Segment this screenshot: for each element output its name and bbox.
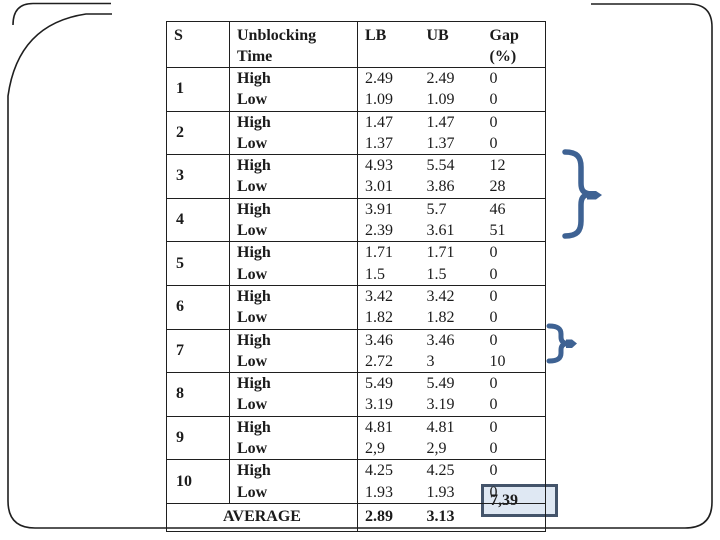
time-level-high: High <box>237 462 271 480</box>
unblocking-time-cell: High Low <box>229 372 358 417</box>
time-level-high: High <box>237 113 271 131</box>
average-row: AVERAGE 2.89 3.13 <box>166 503 546 532</box>
unblocking-time-cell: High Low <box>229 154 358 199</box>
ub-cell: 5.54 3.86 <box>426 157 455 196</box>
unblocking-time-cell: High Low <box>229 111 358 155</box>
scenario-number: 7 <box>166 329 230 373</box>
lb-cell: 4.81 2,9 <box>365 418 393 458</box>
ub-cell: 3.46 3 <box>426 331 455 370</box>
gap-cell: 12 28 <box>489 157 506 196</box>
header-unblocking-time: Unblocking Time <box>229 21 358 68</box>
average-ub: 3.13 <box>426 508 455 526</box>
small-brace-row-7 <box>546 323 568 364</box>
header-s: S <box>166 21 230 68</box>
ub-cell: 5.7 3.61 <box>426 200 455 240</box>
scenario-number: 1 <box>166 67 230 112</box>
lb-cell: 2.49 1.09 <box>365 70 393 109</box>
scenario-number: 9 <box>166 416 230 460</box>
results-table: S Unblocking Time LB UB Gap (%) 1 High L… <box>166 21 546 532</box>
scenario-number: 2 <box>166 111 230 155</box>
table-row: 4 High Low 3.91 2.39 5.7 3.61 46 51 <box>166 198 546 242</box>
time-level-low: Low <box>237 396 268 414</box>
header-ub: UB <box>426 27 449 44</box>
scenario-number: 3 <box>166 154 230 199</box>
time-level-low: Low <box>237 222 268 240</box>
time-level-high: High <box>237 418 271 436</box>
average-lb: 2.89 <box>365 508 393 526</box>
time-level-high: High <box>237 331 271 349</box>
time-level-low: Low <box>237 440 268 458</box>
unblocking-time-cell: High Low <box>229 241 358 286</box>
average-label: AVERAGE <box>166 503 358 532</box>
time-level-low: Low <box>237 352 268 370</box>
lb-cell: 3.46 2.72 <box>365 331 393 370</box>
header-gap: Gap (%) <box>489 27 519 65</box>
scenario-number: 5 <box>166 241 230 286</box>
unblocking-time-cell: High Low <box>229 67 358 112</box>
time-level-low: Low <box>237 91 268 109</box>
unblocking-time-cell: High Low <box>229 416 358 460</box>
unblocking-time-cell: High Low <box>229 285 358 330</box>
scenario-number: 8 <box>166 372 230 417</box>
scenario-number: 10 <box>166 459 230 504</box>
time-level-high: High <box>237 157 271 175</box>
slide-frame-outer-artifact <box>12 2 111 26</box>
time-level-low: Low <box>237 265 268 283</box>
unblocking-time-cell: High Low <box>229 329 358 373</box>
time-level-high: High <box>237 244 271 262</box>
time-level-low: Low <box>237 178 268 196</box>
lb-cell: 3.91 2.39 <box>365 200 393 240</box>
time-level-low: Low <box>237 134 268 152</box>
lb-cell: 5.49 3.19 <box>365 375 393 414</box>
time-level-high: High <box>237 200 271 218</box>
small-brace-arrow-icon <box>566 339 577 348</box>
ub-cell: 5.49 3.19 <box>426 375 455 414</box>
ub-cell: 4.25 1.93 <box>426 462 455 501</box>
header-row: S Unblocking Time LB UB Gap (%) <box>166 21 546 68</box>
scenario-number: 4 <box>166 198 230 242</box>
ub-cell: 2.49 1.09 <box>426 70 455 109</box>
ub-cell: 3.42 1.82 <box>426 287 455 327</box>
large-brace-arrow-icon <box>587 191 602 200</box>
ub-cell: 1.47 1.37 <box>426 113 455 152</box>
lb-cell: 1.47 1.37 <box>365 113 393 152</box>
time-level-high: High <box>237 375 271 393</box>
table-row: 3 High Low 4.93 3.01 5.54 3.86 12 28 <box>166 154 546 199</box>
scenario-number: 6 <box>166 285 230 330</box>
time-level-high: High <box>237 287 271 305</box>
lb-cell: 4.25 1.93 <box>365 462 393 501</box>
time-level-high: High <box>237 70 271 87</box>
time-level-low: Low <box>237 483 268 501</box>
lb-cell: 3.42 1.82 <box>365 287 393 327</box>
ub-cell: 4.81 2,9 <box>426 418 455 458</box>
lb-cell: 1.71 1.5 <box>365 244 393 283</box>
table-row: 7 High Low 3.46 2.72 3.46 3 0 10 <box>166 329 546 373</box>
time-level-low: Low <box>237 309 268 327</box>
unblocking-time-cell: High Low <box>229 198 358 242</box>
unblocking-time-cell: High Low <box>229 459 358 504</box>
ub-cell: 1.71 1.5 <box>426 244 455 283</box>
gap-cell: 46 51 <box>489 200 506 240</box>
header-lb: LB <box>365 27 387 44</box>
average-gap-cell <box>483 503 546 531</box>
lb-cell: 4.93 3.01 <box>365 157 393 196</box>
gap-cell: 0 10 <box>489 331 506 370</box>
large-brace-rows-3-4 <box>562 149 591 239</box>
